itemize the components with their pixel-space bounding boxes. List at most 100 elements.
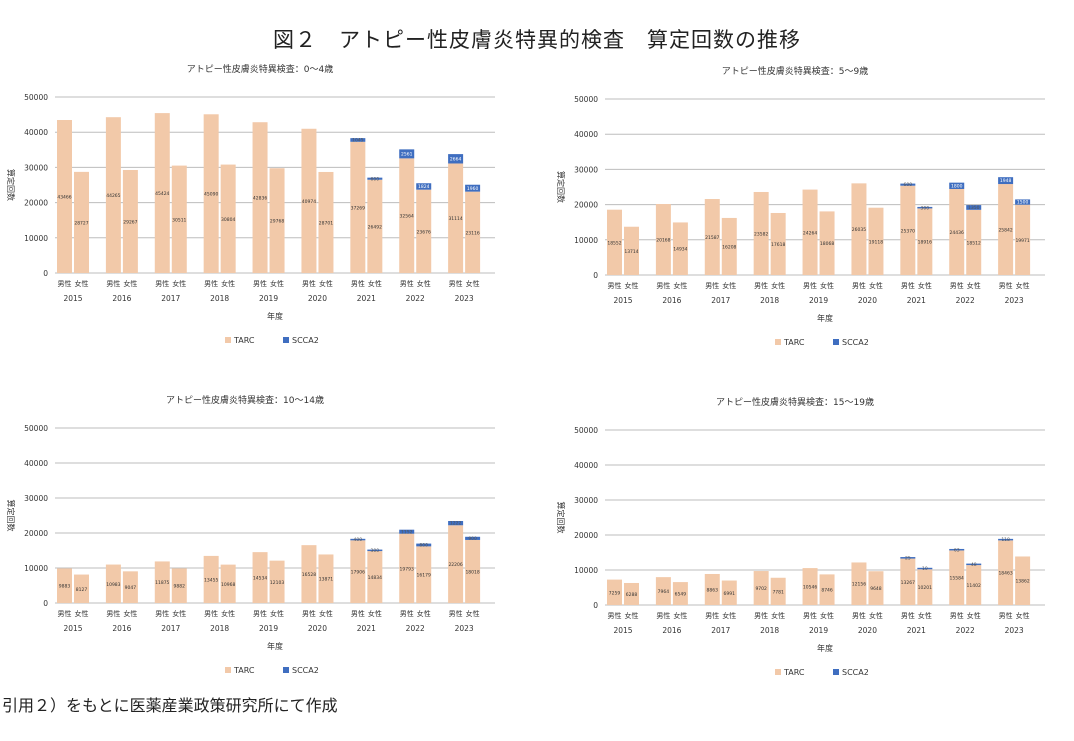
legend-label-scca2: SCCA2 xyxy=(842,668,869,677)
year-label: 2016 xyxy=(112,624,131,633)
sex-label: 男性 xyxy=(950,281,964,290)
bar-tarc xyxy=(122,571,138,603)
data-label-tarc: 45090 xyxy=(204,192,218,198)
legend-label-scca2: SCCA2 xyxy=(292,336,319,345)
bar-scca2 xyxy=(416,183,432,190)
sex-label: 女性 xyxy=(820,281,834,290)
legend-label-scca2: SCCA2 xyxy=(842,338,869,347)
sex-label: 男性 xyxy=(803,611,817,620)
data-label-tarc: 29768 xyxy=(270,219,284,225)
data-label-tarc: 7964 xyxy=(658,589,670,595)
y-tick-label: 10000 xyxy=(24,564,48,573)
year-label: 2017 xyxy=(711,626,730,635)
data-label-tarc: 28701 xyxy=(319,220,333,226)
data-label-tarc: 9648 xyxy=(870,586,882,592)
bar-tarc xyxy=(350,540,366,603)
sex-label: 女性 xyxy=(221,609,235,618)
data-label-tarc: 22206 xyxy=(448,562,462,568)
year-label: 2020 xyxy=(308,624,327,633)
chart-title: アトピー性皮膚炎特異検査：5～9歳 xyxy=(722,65,868,77)
legend-swatch-tarc xyxy=(225,337,231,343)
sex-label: 男性 xyxy=(656,281,670,290)
bar-tarc xyxy=(851,183,867,275)
data-label-tarc: 20168 xyxy=(656,238,670,244)
data-label-tarc: 44265 xyxy=(106,193,120,199)
bar-tarc xyxy=(704,199,720,275)
bar-tarc xyxy=(868,571,884,605)
data-label-scca2: 1500 xyxy=(1017,200,1029,206)
sex-label: 女性 xyxy=(869,281,883,290)
bar-tarc xyxy=(301,545,317,603)
data-label-tarc: 29267 xyxy=(123,219,137,225)
data-label-scca2: 63 xyxy=(954,547,960,553)
data-label-tarc: 17906 xyxy=(351,570,365,576)
data-label-tarc: 26035 xyxy=(852,227,866,233)
sex-label: 男性 xyxy=(901,281,915,290)
bar-tarc xyxy=(203,114,219,273)
sex-label: 男性 xyxy=(253,279,267,288)
data-label-scca2: 1948 xyxy=(1000,178,1012,184)
bar-tarc xyxy=(171,165,187,273)
bar-tarc xyxy=(624,582,639,605)
sex-label: 女性 xyxy=(771,281,785,290)
bar-tarc xyxy=(465,539,481,603)
year-label: 2020 xyxy=(858,626,877,635)
data-label-tarc: 10968 xyxy=(221,582,235,588)
sex-label: 男性 xyxy=(852,281,866,290)
data-label-tarc: 19971 xyxy=(1015,238,1029,244)
x-axis-label: 年度 xyxy=(267,641,283,651)
bar-scca2 xyxy=(448,521,464,526)
data-label-tarc: 45424 xyxy=(155,191,169,197)
data-label-tarc: 8863 xyxy=(707,587,719,593)
year-label: 2021 xyxy=(357,624,376,633)
data-label-tarc: 31114 xyxy=(448,216,462,222)
chart-title: アトピー性皮膚炎特異検査：15～19歳 xyxy=(716,396,874,408)
legend-swatch-scca2 xyxy=(833,669,839,675)
data-label-tarc: 7781 xyxy=(772,589,784,595)
bar-tarc xyxy=(966,565,982,605)
bar-tarc xyxy=(949,188,965,275)
year-label: 2023 xyxy=(1005,296,1024,305)
data-label-tarc: 17618 xyxy=(771,242,785,248)
sex-label: 男性 xyxy=(950,611,964,620)
data-label-tarc: 23676 xyxy=(417,229,431,235)
data-label-tarc: 10201 xyxy=(918,585,932,591)
bar-scca2 xyxy=(1015,199,1031,205)
bar-tarc xyxy=(416,546,432,603)
sex-label: 女性 xyxy=(123,279,137,288)
year-label: 2017 xyxy=(161,624,180,633)
bar-tarc xyxy=(721,217,737,275)
data-label-tarc: 13455 xyxy=(204,577,218,583)
sex-label: 女性 xyxy=(319,279,333,288)
bar-tarc xyxy=(721,580,737,605)
sex-label: 男性 xyxy=(400,609,414,618)
legend-swatch-scca2 xyxy=(283,337,289,343)
bar-tarc xyxy=(607,209,622,275)
data-label-tarc: 9883 xyxy=(59,584,71,590)
bar-scca2 xyxy=(966,205,982,210)
bar-tarc xyxy=(399,533,415,603)
bar-tarc xyxy=(203,555,219,603)
legend-swatch-scca2 xyxy=(283,667,289,673)
figure-title: 図２ アトピー性皮膚炎特異的検査 算定回数の推移 xyxy=(273,28,801,52)
data-label-tarc: 30804 xyxy=(221,217,235,223)
sex-label: 女性 xyxy=(172,609,186,618)
sex-label: 男性 xyxy=(400,279,414,288)
bar-tarc xyxy=(672,582,688,605)
sex-label: 女性 xyxy=(221,279,235,288)
data-label-scca2: 1960 xyxy=(467,186,479,192)
data-label-scca2: 400 xyxy=(354,537,363,543)
sex-label: 女性 xyxy=(368,279,382,288)
data-label-tarc: 30511 xyxy=(172,217,186,223)
data-label-scca2: 48 xyxy=(971,562,977,568)
data-label-tarc: 40974 xyxy=(302,199,316,205)
year-label: 2022 xyxy=(406,624,425,633)
sex-label: 男性 xyxy=(351,609,365,618)
sex-label: 女性 xyxy=(1016,281,1030,290)
bar-tarc xyxy=(448,163,464,273)
year-label: 2015 xyxy=(63,624,82,633)
bar-scca2 xyxy=(367,177,383,180)
x-axis-label: 年度 xyxy=(267,311,283,321)
sex-label: 女性 xyxy=(869,611,883,620)
bar-scca2 xyxy=(399,149,415,159)
